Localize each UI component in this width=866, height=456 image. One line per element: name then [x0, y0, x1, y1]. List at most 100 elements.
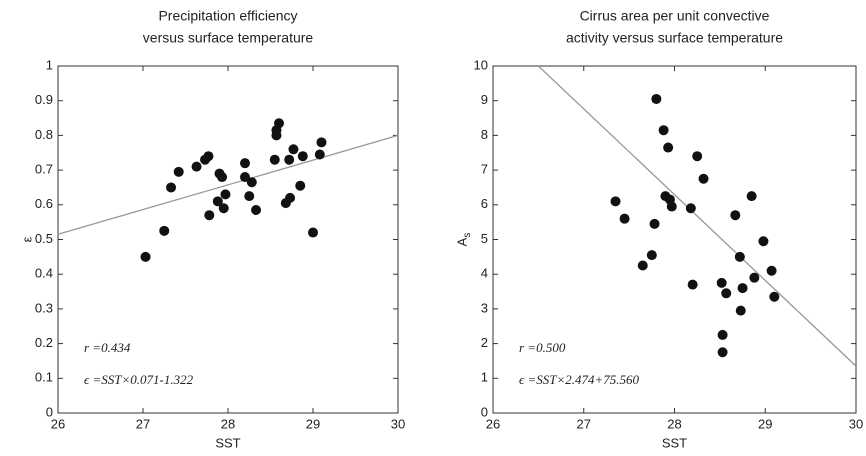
data-point — [649, 218, 660, 229]
y-axis-label: As — [454, 233, 472, 247]
y-tick-label: 2 — [481, 335, 488, 350]
x-axis-label: SST — [215, 435, 240, 450]
data-point — [758, 236, 769, 247]
chart-title: Precipitation efficiency — [158, 8, 297, 24]
data-point — [721, 288, 732, 299]
y-tick-label: 0.7 — [35, 162, 53, 177]
subplot: Precipitation efficiency versus surface t… — [19, 8, 405, 451]
data-point — [746, 191, 757, 202]
data-point — [737, 283, 748, 294]
data-point — [651, 93, 662, 104]
fit-line — [537, 65, 857, 367]
fit-line — [57, 134, 399, 235]
y-tick-label: 8 — [481, 127, 488, 142]
data-point — [288, 144, 299, 155]
data-point — [297, 151, 308, 162]
chart-title: versus surface temperature — [143, 30, 314, 46]
data-point — [217, 172, 228, 183]
data-point — [717, 347, 728, 358]
data-point — [240, 158, 250, 169]
plot-frame — [492, 65, 857, 414]
data-point — [173, 166, 184, 177]
data-point — [619, 213, 630, 224]
y-tick-label: 3 — [481, 300, 488, 315]
data-point — [240, 172, 250, 183]
chart-title: Cirrus area per unit convective — [580, 8, 770, 24]
data-point — [246, 177, 257, 188]
data-point — [692, 151, 703, 162]
data-point — [646, 250, 657, 261]
y-tick-label: 0.3 — [35, 300, 53, 315]
annotation: r =0.434 — [84, 340, 131, 355]
y-tick-label: 0 — [46, 404, 53, 419]
data-point — [204, 210, 215, 221]
data-point — [285, 192, 296, 203]
y-tick-label: 0.8 — [35, 127, 53, 142]
y-tick-label: 7 — [481, 162, 488, 177]
data-point — [610, 196, 621, 207]
data-point — [717, 329, 728, 340]
x-tick-label: 30 — [391, 416, 405, 431]
y-tick-label: 0 — [481, 404, 488, 419]
data-point — [314, 149, 325, 160]
data-point — [658, 125, 669, 136]
data-point — [166, 182, 177, 193]
data-point — [251, 205, 262, 216]
subplot: Cirrus area per unit convective activity … — [454, 8, 863, 451]
x-tick-label: 27 — [577, 416, 591, 431]
plot-frame — [57, 65, 399, 414]
data-point — [295, 180, 306, 191]
data-point — [220, 189, 231, 200]
y-tick-label: 0.9 — [35, 92, 53, 107]
data-point — [284, 154, 295, 165]
x-tick-label: 28 — [221, 416, 235, 431]
annotation: ϵ =SST×2.474+75.560 — [519, 372, 640, 387]
annotation: r =0.500 — [519, 340, 566, 355]
data-point — [769, 291, 780, 302]
data-point — [685, 203, 696, 214]
x-tick-label: 29 — [758, 416, 772, 431]
y-axis-label-subscript: s — [462, 233, 473, 238]
y-tick-label: 1 — [46, 57, 53, 72]
y-tick-label: 0.2 — [35, 335, 53, 350]
x-tick-label: 26 — [486, 416, 500, 431]
y-tick-label: 0.5 — [35, 231, 53, 246]
annotation: ϵ =SST×0.071-1.322 — [84, 372, 194, 387]
y-axis-label: ε — [19, 236, 34, 242]
data-point — [637, 260, 648, 271]
data-point — [316, 137, 327, 148]
data-point — [203, 151, 214, 162]
data-point — [663, 142, 674, 153]
data-point — [698, 173, 709, 184]
data-point — [212, 196, 223, 207]
data-point — [735, 305, 746, 316]
data-point — [666, 201, 677, 212]
y-tick-label: 10 — [474, 57, 488, 72]
x-tick-label: 30 — [849, 416, 863, 431]
data-point — [244, 191, 255, 202]
data-point — [191, 161, 202, 172]
y-tick-label: 0.1 — [35, 370, 53, 385]
y-tick-label: 6 — [481, 196, 488, 211]
data-point — [766, 265, 777, 276]
y-tick-label: 9 — [481, 92, 488, 107]
y-tick-label: 0.6 — [35, 196, 53, 211]
y-tick-label: 1 — [481, 370, 488, 385]
data-point — [218, 203, 229, 214]
y-tick-label: 0.4 — [35, 266, 53, 281]
chart-title: activity versus surface temperature — [566, 30, 783, 46]
x-tick-label: 27 — [136, 416, 150, 431]
y-tick-label: 4 — [481, 266, 488, 281]
x-tick-label: 28 — [667, 416, 681, 431]
data-point — [140, 251, 151, 262]
data-point — [716, 277, 727, 288]
data-point — [159, 225, 170, 236]
data-point — [274, 118, 284, 129]
data-point — [730, 210, 741, 221]
x-tick-label: 29 — [306, 416, 320, 431]
x-axis-label: SST — [662, 435, 687, 450]
data-point — [734, 251, 745, 262]
data-point — [687, 279, 698, 290]
data-point — [269, 154, 280, 165]
